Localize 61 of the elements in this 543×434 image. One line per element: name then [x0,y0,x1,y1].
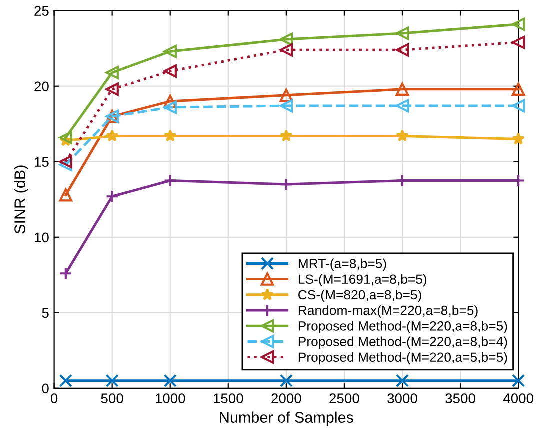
point [396,26,410,40]
point [396,130,409,142]
point [396,82,410,96]
legend-label: Random-max(M=220,a=8,b=5) [298,306,478,318]
point [106,66,119,80]
point [512,18,526,32]
point [59,374,73,388]
point [164,100,177,114]
legend-label: Proposed Method-(M=220,a=5,b=5) [298,352,508,365]
point [512,82,526,96]
point [396,99,410,113]
point [164,374,177,388]
point [106,190,119,204]
point [164,64,177,78]
x-tick-label: 1500 [214,394,244,404]
point [512,374,526,388]
point [280,88,294,102]
x-tick-label: 4000 [503,394,534,404]
point [512,99,526,113]
point [280,99,294,113]
x-axis-title: Number of Samples [220,412,354,426]
x-tick-label: 3000 [388,394,418,404]
point [106,130,119,142]
y-axis-title: SINR (dB) [14,166,28,234]
y-tick-label: 10 [35,232,49,243]
point [59,267,73,280]
y-tick-label: 0 [42,384,49,394]
x-tick-label: 1000 [156,394,186,404]
legend-label: Proposed Method-(M=220,a=8,b=5) [298,321,508,334]
x-tick-label: 2500 [330,394,360,404]
x-tick-label: 2000 [272,394,302,404]
point [280,374,294,388]
point [59,131,73,144]
point [59,188,73,202]
point [396,374,410,388]
point [280,44,294,57]
legend-label: MRT-(a=8,b=5) [298,258,386,272]
y-tick-label: 20 [34,82,49,92]
point [59,158,73,172]
point [59,155,73,168]
y-tick-label: 5 [42,308,49,318]
point [164,174,177,188]
point [164,45,177,58]
x-tick-label: 500 [101,394,124,404]
point [164,130,177,142]
y-tick-label: 25 [34,6,49,16]
point [106,82,119,96]
legend-label: CS-(M=820,a=8,b=5) [298,290,422,302]
point [164,94,177,108]
x-tick-label: 3500 [446,394,476,404]
legend-label: Proposed Method-(M=220,a=8,b=4) [298,336,508,350]
point [280,32,294,46]
point [512,36,526,50]
legend-label: LS-(M=1691,a=8,b=5) [298,274,427,287]
x-tick-label: 0 [50,394,58,404]
y-tick-label: 15 [35,157,49,168]
point [280,130,293,142]
point [106,374,119,388]
point [512,132,525,145]
point [396,44,410,57]
point [280,178,294,192]
